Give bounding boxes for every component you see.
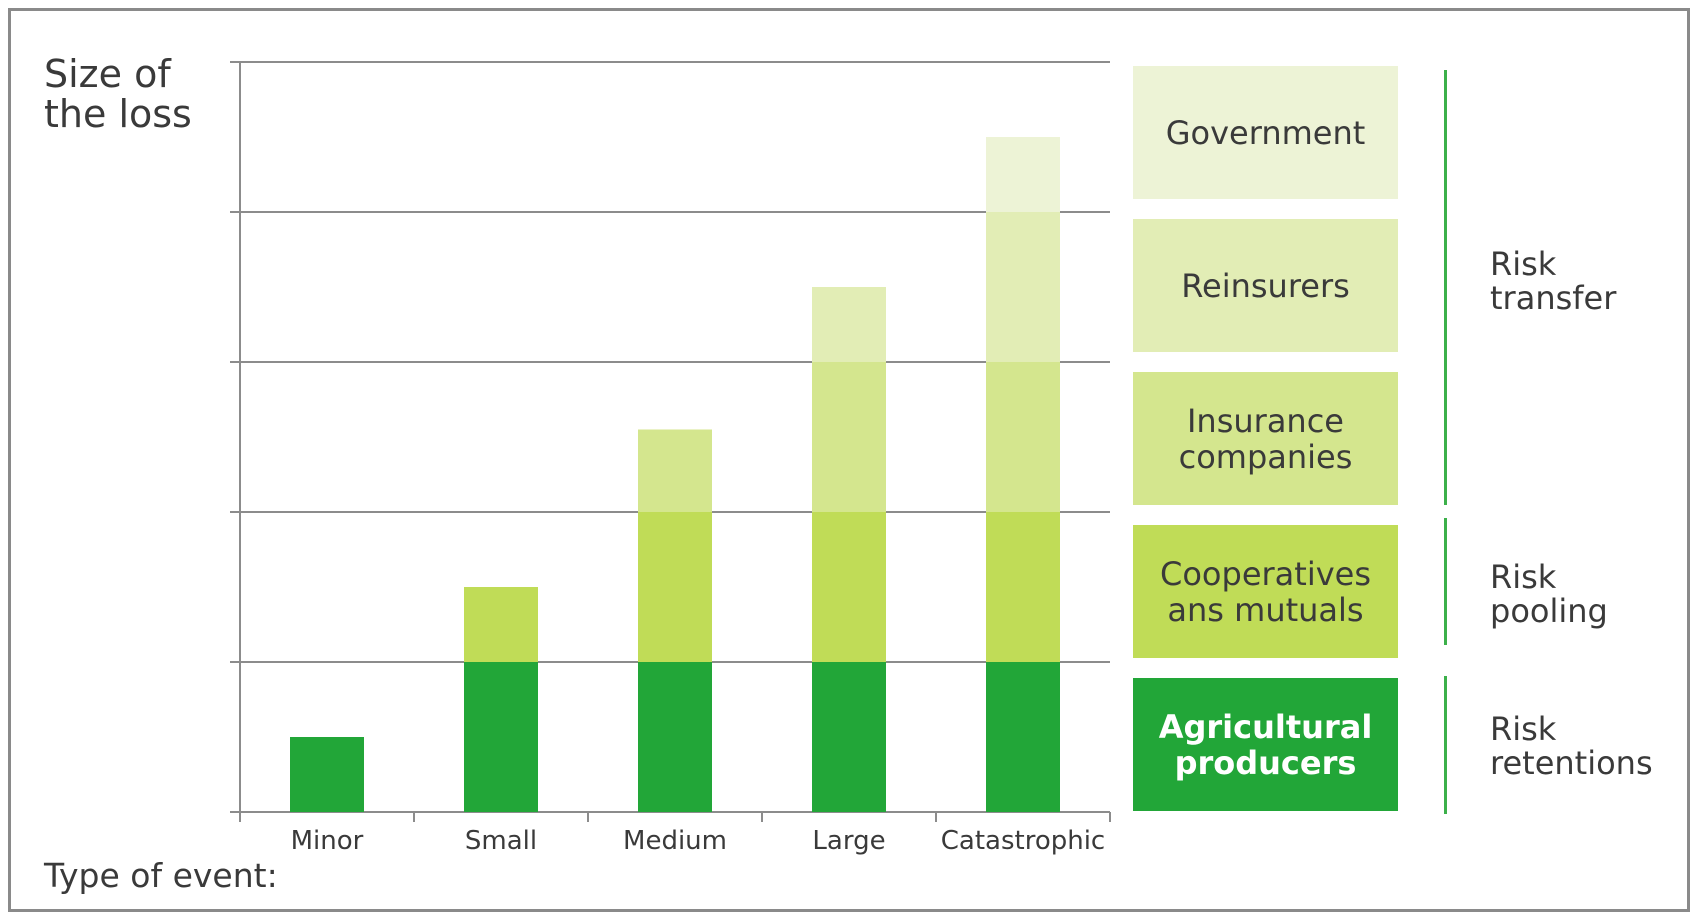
bar-catastrophic-segment-2 (986, 362, 1060, 512)
bar-catastrophic-segment-0 (986, 662, 1060, 812)
legend-reinsurers: Reinsurers (1133, 219, 1398, 352)
bar-small-segment-0 (464, 662, 538, 812)
bar-medium-segment-0 (638, 662, 712, 812)
bar-catastrophic-segment-3 (986, 212, 1060, 362)
y-axis-label: Size of the loss (44, 52, 192, 136)
bar-large-segment-3 (812, 287, 886, 362)
bar-catastrophic-segment-4 (986, 137, 1060, 212)
bar-large-segment-2 (812, 362, 886, 512)
bar-catastrophic-segment-1 (986, 512, 1060, 662)
x-tick-label: Catastrophic (941, 826, 1105, 856)
bar-medium-segment-1 (638, 512, 712, 662)
x-tick-label: Medium (623, 826, 727, 856)
bar-medium-segment-2 (638, 429, 712, 512)
risk-pooling-label: Risk pooling (1490, 558, 1608, 630)
x-tick-label: Large (812, 826, 885, 856)
risk-retentions-label: Risk retentions (1490, 710, 1653, 782)
risk-pooling-bracket (1444, 518, 1447, 645)
x-tick-label: Minor (291, 826, 364, 856)
risk-transfer-label: Risk transfer (1490, 245, 1617, 317)
legend-insurance-companies: Insurance companies (1133, 372, 1398, 505)
x-axis-label: Type of event: (44, 856, 278, 895)
bar-large-segment-0 (812, 662, 886, 812)
bar-minor-segment-0 (290, 737, 364, 812)
bar-large-segment-1 (812, 512, 886, 662)
legend-agricultural-producers: Agricultural producers (1133, 678, 1398, 811)
risk-retentions-bracket (1444, 676, 1447, 814)
legend-cooperatives: Cooperatives ans mutuals (1133, 525, 1398, 658)
bar-small-segment-1 (464, 587, 538, 662)
x-tick-label: Small (465, 826, 537, 856)
risk-transfer-bracket (1444, 70, 1447, 505)
legend-government: Government (1133, 66, 1398, 199)
